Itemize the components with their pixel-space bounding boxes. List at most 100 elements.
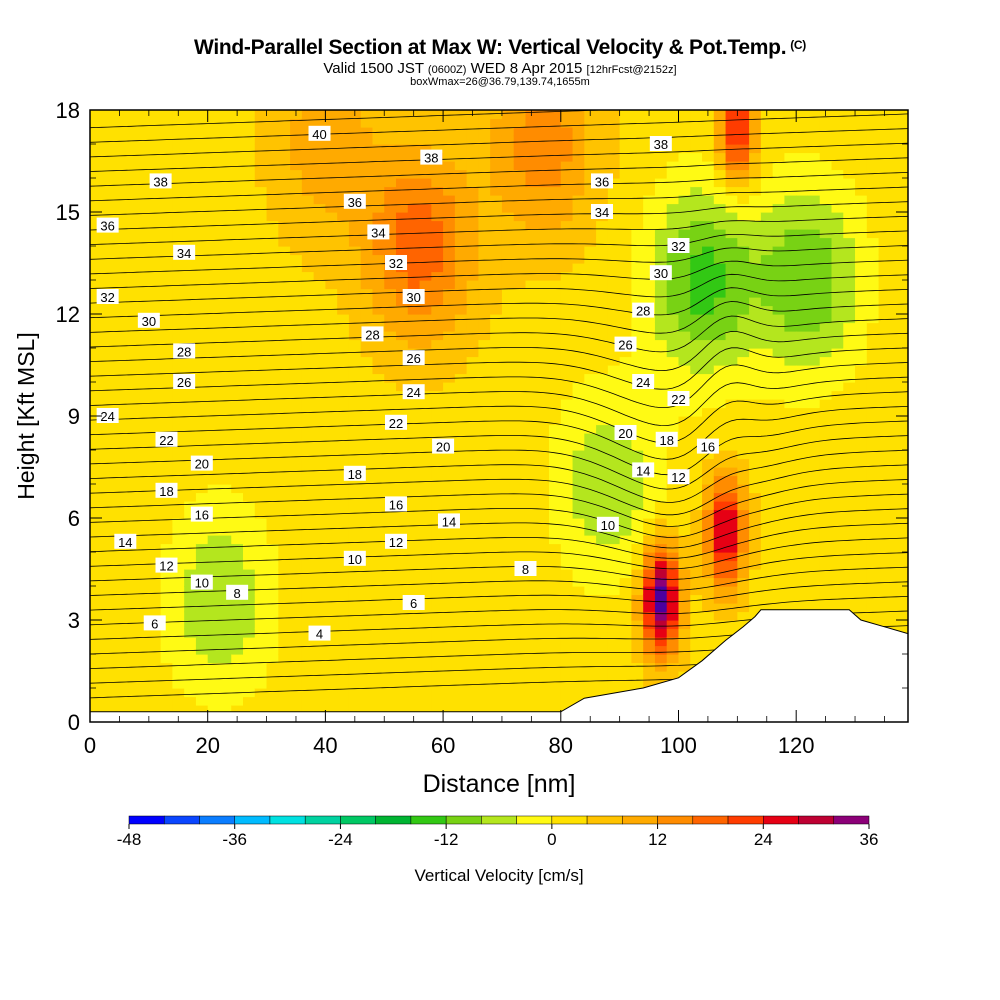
velocity-cell: [713, 195, 727, 205]
velocity-cell: [902, 620, 908, 630]
velocity-cell: [490, 552, 503, 562]
velocity-cell: [195, 662, 209, 672]
velocity-cell: [713, 237, 727, 247]
velocity-cell: [607, 152, 621, 162]
velocity-cell: [737, 560, 750, 570]
velocity-cell: [278, 518, 291, 528]
velocity-cell: [290, 373, 303, 383]
velocity-cell: [254, 399, 268, 409]
velocity-cell: [372, 356, 385, 366]
velocity-cell: [466, 535, 480, 545]
velocity-cell: [784, 552, 797, 562]
velocity-cell: [278, 203, 291, 213]
velocity-cell: [855, 339, 868, 349]
velocity-cell: [866, 212, 880, 222]
velocity-cell: [396, 407, 409, 417]
velocity-cell: [737, 118, 750, 128]
velocity-cell: [890, 603, 903, 613]
velocity-cell: [690, 186, 703, 196]
velocity-cell: [607, 382, 621, 392]
velocity-cell: [407, 118, 421, 128]
velocity-cell: [466, 220, 480, 230]
velocity-cell: [572, 297, 585, 307]
velocity-cell: [784, 594, 797, 604]
velocity-cell: [278, 373, 291, 383]
velocity-cell: [454, 569, 468, 579]
velocity-cell: [148, 416, 162, 426]
velocity-cell: [643, 246, 656, 256]
velocity-cell: [219, 365, 232, 375]
velocity-cell: [301, 297, 315, 307]
velocity-cell: [278, 280, 291, 290]
velocity-cell: [348, 637, 362, 647]
velocity-cell: [525, 237, 538, 247]
velocity-cell: [219, 246, 232, 256]
velocity-cell: [301, 246, 315, 256]
velocity-cell: [101, 535, 115, 545]
velocity-cell: [172, 586, 185, 596]
velocity-cell: [290, 424, 303, 434]
velocity-cell: [207, 161, 221, 171]
velocity-cell: [737, 161, 750, 171]
velocity-cell: [301, 696, 315, 706]
velocity-cell: [337, 577, 350, 587]
velocity-cell: [125, 271, 138, 281]
velocity-cell: [172, 654, 185, 664]
velocity-cell: [643, 509, 656, 519]
velocity-cell: [101, 654, 115, 664]
velocity-cell: [184, 195, 197, 205]
velocity-cell: [690, 552, 703, 562]
velocity-cell: [184, 144, 197, 154]
velocity-cell: [831, 348, 844, 358]
velocity-cell: [125, 526, 138, 536]
velocity-cell: [690, 271, 703, 281]
velocity-cell: [796, 543, 809, 553]
velocity-cell: [290, 543, 303, 553]
velocity-cell: [148, 458, 162, 468]
velocity-cell: [419, 458, 432, 468]
velocity-cell: [337, 628, 350, 638]
velocity-cell: [501, 671, 515, 681]
velocity-cell: [678, 560, 691, 570]
velocity-cell: [772, 110, 786, 120]
velocity-cell: [407, 586, 421, 596]
velocity-cell: [713, 526, 727, 536]
velocity-cell: [596, 135, 609, 145]
velocity-cell: [195, 110, 209, 120]
velocity-cell: [443, 390, 456, 400]
velocity-cell: [478, 696, 491, 706]
velocity-cell: [607, 212, 621, 222]
velocity-cell: [807, 178, 821, 188]
velocity-cell: [231, 118, 244, 128]
velocity-cell: [101, 399, 115, 409]
velocity-cell: [796, 407, 809, 417]
velocity-cell: [431, 305, 444, 315]
velocity-cell: [596, 560, 609, 570]
velocity-cell: [348, 399, 362, 409]
velocity-cell: [137, 195, 150, 205]
velocity-cell: [584, 297, 597, 307]
velocity-cell: [160, 305, 173, 315]
velocity-cell: [819, 186, 833, 196]
velocity-cell: [278, 246, 291, 256]
velocity-cell: [549, 509, 562, 519]
velocity-cell: [172, 671, 185, 681]
velocity-cell: [243, 399, 256, 409]
velocity-cell: [137, 212, 150, 222]
velocity-cell: [184, 169, 197, 179]
velocity-cell: [584, 416, 597, 426]
velocity-cell: [643, 203, 656, 213]
velocity-cell: [737, 203, 750, 213]
velocity-cell: [372, 484, 385, 494]
velocity-cell: [360, 679, 374, 689]
velocity-cell: [325, 127, 338, 137]
velocity-cell: [372, 161, 385, 171]
velocity-cell: [431, 518, 444, 528]
velocity-cell: [407, 679, 421, 689]
velocity-cell: [337, 603, 350, 613]
velocity-cell: [384, 152, 397, 162]
velocity-cell: [619, 416, 633, 426]
velocity-cell: [419, 339, 432, 349]
velocity-cell: [325, 501, 338, 511]
velocity-cell: [819, 594, 833, 604]
